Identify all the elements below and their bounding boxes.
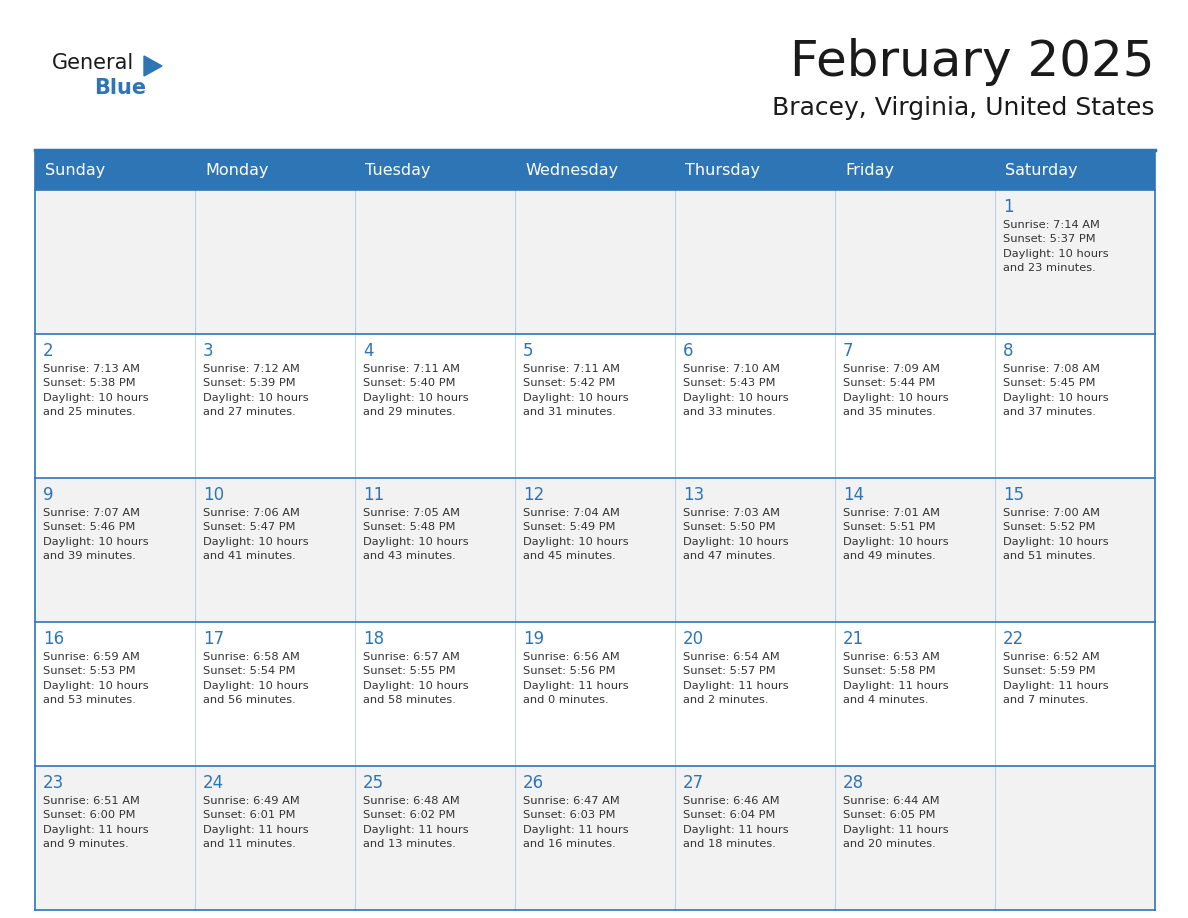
Text: Sunrise: 7:11 AM
Sunset: 5:40 PM
Daylight: 10 hours
and 29 minutes.: Sunrise: 7:11 AM Sunset: 5:40 PM Dayligh…: [364, 364, 468, 417]
Text: Sunrise: 6:48 AM
Sunset: 6:02 PM
Daylight: 11 hours
and 13 minutes.: Sunrise: 6:48 AM Sunset: 6:02 PM Dayligh…: [364, 796, 468, 849]
Text: 21: 21: [843, 630, 864, 648]
Text: Friday: Friday: [845, 163, 895, 178]
Text: Tuesday: Tuesday: [365, 163, 430, 178]
Text: 14: 14: [843, 486, 864, 504]
Text: Sunrise: 7:09 AM
Sunset: 5:44 PM
Daylight: 10 hours
and 35 minutes.: Sunrise: 7:09 AM Sunset: 5:44 PM Dayligh…: [843, 364, 949, 417]
Text: 9: 9: [43, 486, 53, 504]
Bar: [34, 622, 1155, 766]
Text: Sunday: Sunday: [45, 163, 106, 178]
Text: 8: 8: [1003, 342, 1013, 360]
Text: Sunrise: 6:44 AM
Sunset: 6:05 PM
Daylight: 11 hours
and 20 minutes.: Sunrise: 6:44 AM Sunset: 6:05 PM Dayligh…: [843, 796, 949, 849]
Text: Sunrise: 7:06 AM
Sunset: 5:47 PM
Daylight: 10 hours
and 41 minutes.: Sunrise: 7:06 AM Sunset: 5:47 PM Dayligh…: [203, 508, 309, 561]
Text: Sunrise: 7:07 AM
Sunset: 5:46 PM
Daylight: 10 hours
and 39 minutes.: Sunrise: 7:07 AM Sunset: 5:46 PM Dayligh…: [43, 508, 148, 561]
Text: 10: 10: [203, 486, 225, 504]
Text: Monday: Monday: [206, 163, 268, 178]
Text: Sunrise: 6:57 AM
Sunset: 5:55 PM
Daylight: 10 hours
and 58 minutes.: Sunrise: 6:57 AM Sunset: 5:55 PM Dayligh…: [364, 652, 468, 705]
Text: 20: 20: [683, 630, 704, 648]
Text: Sunrise: 7:12 AM
Sunset: 5:39 PM
Daylight: 10 hours
and 27 minutes.: Sunrise: 7:12 AM Sunset: 5:39 PM Dayligh…: [203, 364, 309, 417]
Text: 24: 24: [203, 774, 225, 792]
Text: Sunrise: 7:14 AM
Sunset: 5:37 PM
Daylight: 10 hours
and 23 minutes.: Sunrise: 7:14 AM Sunset: 5:37 PM Dayligh…: [1003, 220, 1108, 274]
Text: Sunrise: 7:08 AM
Sunset: 5:45 PM
Daylight: 10 hours
and 37 minutes.: Sunrise: 7:08 AM Sunset: 5:45 PM Dayligh…: [1003, 364, 1108, 417]
Text: Sunrise: 6:53 AM
Sunset: 5:58 PM
Daylight: 11 hours
and 4 minutes.: Sunrise: 6:53 AM Sunset: 5:58 PM Dayligh…: [843, 652, 949, 705]
Text: Sunrise: 6:46 AM
Sunset: 6:04 PM
Daylight: 11 hours
and 18 minutes.: Sunrise: 6:46 AM Sunset: 6:04 PM Dayligh…: [683, 796, 789, 849]
Text: 1: 1: [1003, 198, 1013, 216]
Text: Sunrise: 7:04 AM
Sunset: 5:49 PM
Daylight: 10 hours
and 45 minutes.: Sunrise: 7:04 AM Sunset: 5:49 PM Dayligh…: [523, 508, 628, 561]
Text: Blue: Blue: [94, 78, 146, 98]
Bar: [34, 766, 1155, 910]
Text: Saturday: Saturday: [1005, 163, 1078, 178]
Text: Sunrise: 7:10 AM
Sunset: 5:43 PM
Daylight: 10 hours
and 33 minutes.: Sunrise: 7:10 AM Sunset: 5:43 PM Dayligh…: [683, 364, 789, 417]
Text: Sunrise: 7:11 AM
Sunset: 5:42 PM
Daylight: 10 hours
and 31 minutes.: Sunrise: 7:11 AM Sunset: 5:42 PM Dayligh…: [523, 364, 628, 417]
Text: 7: 7: [843, 342, 853, 360]
Text: Sunrise: 7:05 AM
Sunset: 5:48 PM
Daylight: 10 hours
and 43 minutes.: Sunrise: 7:05 AM Sunset: 5:48 PM Dayligh…: [364, 508, 468, 561]
Text: 15: 15: [1003, 486, 1024, 504]
Text: 11: 11: [364, 486, 384, 504]
Bar: [34, 478, 1155, 622]
Text: Sunrise: 7:03 AM
Sunset: 5:50 PM
Daylight: 10 hours
and 47 minutes.: Sunrise: 7:03 AM Sunset: 5:50 PM Dayligh…: [683, 508, 789, 561]
Text: Sunrise: 6:52 AM
Sunset: 5:59 PM
Daylight: 11 hours
and 7 minutes.: Sunrise: 6:52 AM Sunset: 5:59 PM Dayligh…: [1003, 652, 1108, 705]
Bar: [34, 190, 1155, 334]
Text: 23: 23: [43, 774, 64, 792]
Text: Sunrise: 6:54 AM
Sunset: 5:57 PM
Daylight: 11 hours
and 2 minutes.: Sunrise: 6:54 AM Sunset: 5:57 PM Dayligh…: [683, 652, 789, 705]
Text: 28: 28: [843, 774, 864, 792]
Text: Sunrise: 6:49 AM
Sunset: 6:01 PM
Daylight: 11 hours
and 11 minutes.: Sunrise: 6:49 AM Sunset: 6:01 PM Dayligh…: [203, 796, 309, 849]
Text: 26: 26: [523, 774, 544, 792]
Text: Sunrise: 7:13 AM
Sunset: 5:38 PM
Daylight: 10 hours
and 25 minutes.: Sunrise: 7:13 AM Sunset: 5:38 PM Dayligh…: [43, 364, 148, 417]
Text: 12: 12: [523, 486, 544, 504]
Bar: [34, 152, 1155, 190]
Text: 17: 17: [203, 630, 225, 648]
Text: Sunrise: 7:00 AM
Sunset: 5:52 PM
Daylight: 10 hours
and 51 minutes.: Sunrise: 7:00 AM Sunset: 5:52 PM Dayligh…: [1003, 508, 1108, 561]
Text: Sunrise: 6:59 AM
Sunset: 5:53 PM
Daylight: 10 hours
and 53 minutes.: Sunrise: 6:59 AM Sunset: 5:53 PM Dayligh…: [43, 652, 148, 705]
Text: Wednesday: Wednesday: [525, 163, 618, 178]
Text: 6: 6: [683, 342, 694, 360]
Bar: [34, 334, 1155, 478]
Text: 2: 2: [43, 342, 53, 360]
Text: 22: 22: [1003, 630, 1024, 648]
Text: 18: 18: [364, 630, 384, 648]
Text: Thursday: Thursday: [685, 163, 760, 178]
Polygon shape: [144, 56, 162, 76]
Text: Bracey, Virginia, United States: Bracey, Virginia, United States: [772, 96, 1155, 120]
Text: 13: 13: [683, 486, 704, 504]
Text: Sunrise: 6:47 AM
Sunset: 6:03 PM
Daylight: 11 hours
and 16 minutes.: Sunrise: 6:47 AM Sunset: 6:03 PM Dayligh…: [523, 796, 628, 849]
Text: 16: 16: [43, 630, 64, 648]
Text: 5: 5: [523, 342, 533, 360]
Text: Sunrise: 6:56 AM
Sunset: 5:56 PM
Daylight: 11 hours
and 0 minutes.: Sunrise: 6:56 AM Sunset: 5:56 PM Dayligh…: [523, 652, 628, 705]
Text: 27: 27: [683, 774, 704, 792]
Text: 4: 4: [364, 342, 373, 360]
Text: Sunrise: 6:58 AM
Sunset: 5:54 PM
Daylight: 10 hours
and 56 minutes.: Sunrise: 6:58 AM Sunset: 5:54 PM Dayligh…: [203, 652, 309, 705]
Text: Sunrise: 7:01 AM
Sunset: 5:51 PM
Daylight: 10 hours
and 49 minutes.: Sunrise: 7:01 AM Sunset: 5:51 PM Dayligh…: [843, 508, 949, 561]
Text: 3: 3: [203, 342, 214, 360]
Text: General: General: [52, 53, 134, 73]
Text: 19: 19: [523, 630, 544, 648]
Text: Sunrise: 6:51 AM
Sunset: 6:00 PM
Daylight: 11 hours
and 9 minutes.: Sunrise: 6:51 AM Sunset: 6:00 PM Dayligh…: [43, 796, 148, 849]
Text: February 2025: February 2025: [790, 38, 1155, 86]
Text: 25: 25: [364, 774, 384, 792]
